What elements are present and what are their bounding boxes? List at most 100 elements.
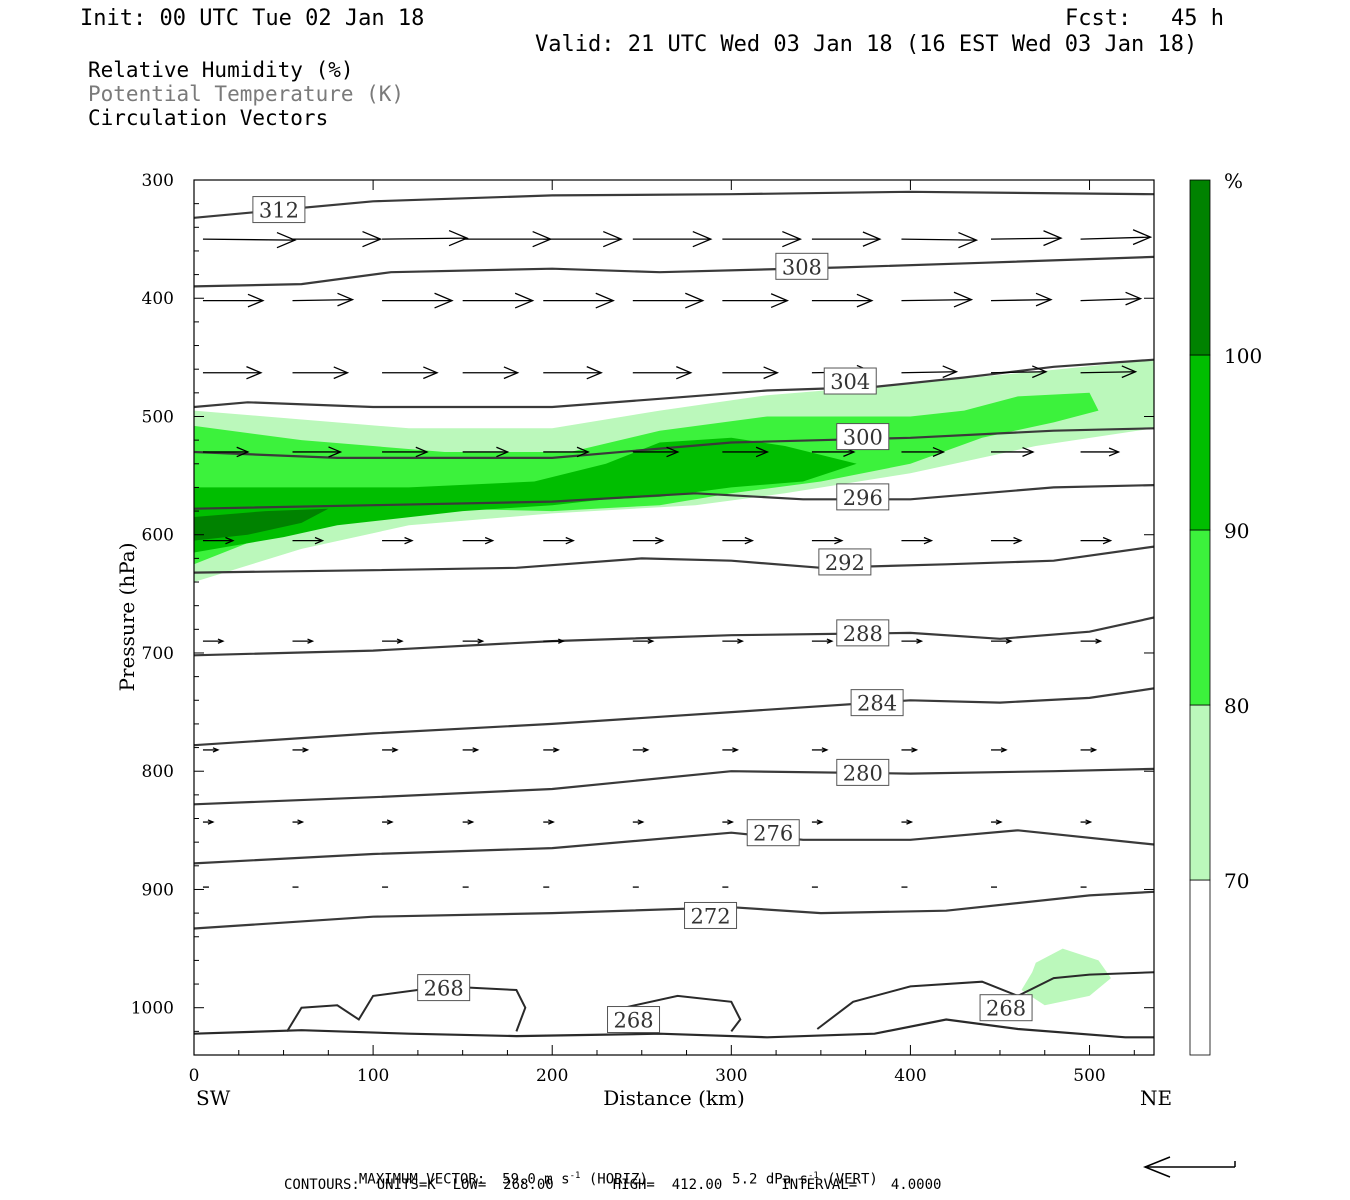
theta-contour-300 — [194, 427, 1154, 459]
vector-head-7-2 — [386, 819, 394, 825]
x-right-label: NE — [1140, 1086, 1172, 1110]
vector-1-8 — [901, 298, 972, 302]
vector-head-5-4 — [558, 638, 565, 644]
vector-head-1-10 — [1125, 291, 1143, 306]
theta-contour-276 — [194, 829, 1154, 865]
vector-head-4-8 — [923, 536, 934, 545]
vector-head-2-8 — [942, 365, 959, 379]
vector-head-7-1 — [297, 819, 305, 825]
vector-head-4-9 — [1013, 536, 1023, 545]
theta-label-296-box — [836, 483, 890, 511]
vector-head-1-3 — [514, 292, 535, 309]
vector-head-4-7 — [834, 536, 844, 545]
theta-contour-308 — [194, 255, 1154, 288]
y-tick-label-700: 700 — [142, 644, 174, 664]
theta-contour-272 — [194, 890, 1154, 930]
vector-head-5-11 — [1169, 639, 1174, 643]
vector-head-7-11 — [1159, 820, 1164, 824]
vector-head-5-6 — [737, 638, 745, 644]
vector-head-6-1 — [302, 747, 310, 753]
theta-label-268-2-box — [979, 994, 1033, 1022]
theta-contour-288 — [194, 616, 1154, 657]
vector-head-3-8 — [932, 446, 946, 457]
vector-head-7-4 — [548, 819, 555, 825]
x-left-label: SW — [196, 1086, 231, 1110]
x-tick-label-400: 400 — [894, 1066, 926, 1086]
x-tick-label-100: 100 — [357, 1066, 389, 1086]
theta-label-304: 304 — [830, 370, 870, 394]
vector-head-3-0 — [236, 446, 250, 458]
vector-head-5-0 — [217, 638, 225, 644]
vector-head-3-11 — [1181, 446, 1190, 454]
vector-head-2-5 — [676, 366, 693, 380]
theta-label-308-box — [775, 252, 829, 280]
vector-head-3-5 — [666, 446, 680, 458]
vector-head-1-0 — [247, 293, 265, 308]
vector-head-6-0 — [212, 747, 220, 753]
vector-head-7-10 — [1085, 819, 1093, 825]
theta-label-288-box — [836, 619, 890, 647]
vector-head-5-8 — [916, 638, 924, 644]
theta-contour-268-bump-0 — [286, 985, 527, 1032]
colorbar-level-70: 70 — [1224, 869, 1249, 893]
theta-label-304-box — [823, 367, 877, 395]
vector-head-7-5 — [637, 819, 645, 825]
colorbar-level-100: 100 — [1224, 344, 1262, 368]
vector-0-0 — [202, 238, 295, 241]
vector-head-0-6 — [782, 230, 803, 248]
vector-2-8 — [901, 371, 957, 374]
footer-contours: CONTOURS: UNITS=K LOW= 268.00 HIGH= 412.… — [284, 1177, 942, 1193]
y-tick-label-1000: 1000 — [131, 999, 174, 1019]
colorbar-unit: % — [1224, 169, 1243, 193]
x-axis-label: Distance (km) — [603, 1086, 745, 1110]
colorbar-segment-1 — [1189, 704, 1211, 881]
vector-1-10 — [1080, 297, 1141, 302]
vector-1-9 — [991, 298, 1052, 302]
y-tick-label-500: 500 — [142, 407, 174, 427]
vector-0-9 — [991, 237, 1062, 240]
vector-2-10 — [1080, 371, 1136, 374]
theta-label-268-0: 268 — [424, 977, 464, 1001]
y-tick-label-300: 300 — [142, 171, 174, 191]
theta-label-280-box — [836, 758, 890, 786]
colorbar-segment-2 — [1189, 529, 1211, 706]
vector-head-2-1 — [333, 366, 350, 380]
vector-head-3-2 — [415, 446, 429, 458]
theta-label-312: 312 — [259, 199, 299, 223]
vector-head-5-9 — [1005, 638, 1013, 644]
vector-head-3-6 — [755, 446, 770, 458]
y-tick-label-600: 600 — [142, 526, 174, 546]
vector-head-1-8 — [953, 291, 974, 308]
colorbar-segment-4 — [1189, 179, 1211, 356]
vector-head-5-5 — [647, 638, 655, 644]
vector-head-5-7 — [826, 638, 834, 644]
plot-frame — [193, 179, 1155, 1056]
vector-head-1-5 — [685, 292, 705, 309]
theta-label-300-box — [836, 423, 890, 451]
theta-contour-292 — [194, 545, 1154, 574]
theta-label-268-0-box — [417, 974, 471, 1002]
theta-label-296: 296 — [843, 486, 883, 510]
y-tick-label-800: 800 — [142, 762, 174, 782]
vector-head-4-5 — [655, 536, 665, 545]
vector-head-6-11 — [1164, 748, 1169, 752]
max-vector-text: MAXIMUM VECTOR: 59.0 m s — [358, 1171, 570, 1188]
vector-head-0-8 — [958, 231, 979, 249]
horiz-text: (HORIZ) 5.2 dPa s — [580, 1171, 808, 1188]
vector-head-2-10 — [1121, 365, 1138, 379]
theta-contour-284 — [194, 687, 1154, 747]
colorbar: 70 80 90 100 — [1189, 179, 1262, 1056]
legend-theta: Potential Temperature (K) — [88, 82, 405, 106]
vector-head-7-8 — [906, 819, 914, 825]
init-time: Init: 00 UTC Tue 02 Jan 18 — [80, 6, 425, 31]
theta-label-292: 292 — [825, 551, 865, 575]
vector-head-4-0 — [225, 536, 235, 545]
forecast-hour: Fcst: 45 h — [1065, 6, 1224, 31]
theta-label-288: 288 — [843, 622, 883, 646]
vector-head-0-9 — [1043, 230, 1063, 247]
y-tick-label-400: 400 — [142, 289, 174, 309]
vector-head-6-6 — [732, 747, 740, 753]
x-tick-label-500: 500 — [1073, 1066, 1105, 1086]
vector-head-7-0 — [207, 819, 215, 825]
vector-head-0-0 — [276, 231, 297, 249]
